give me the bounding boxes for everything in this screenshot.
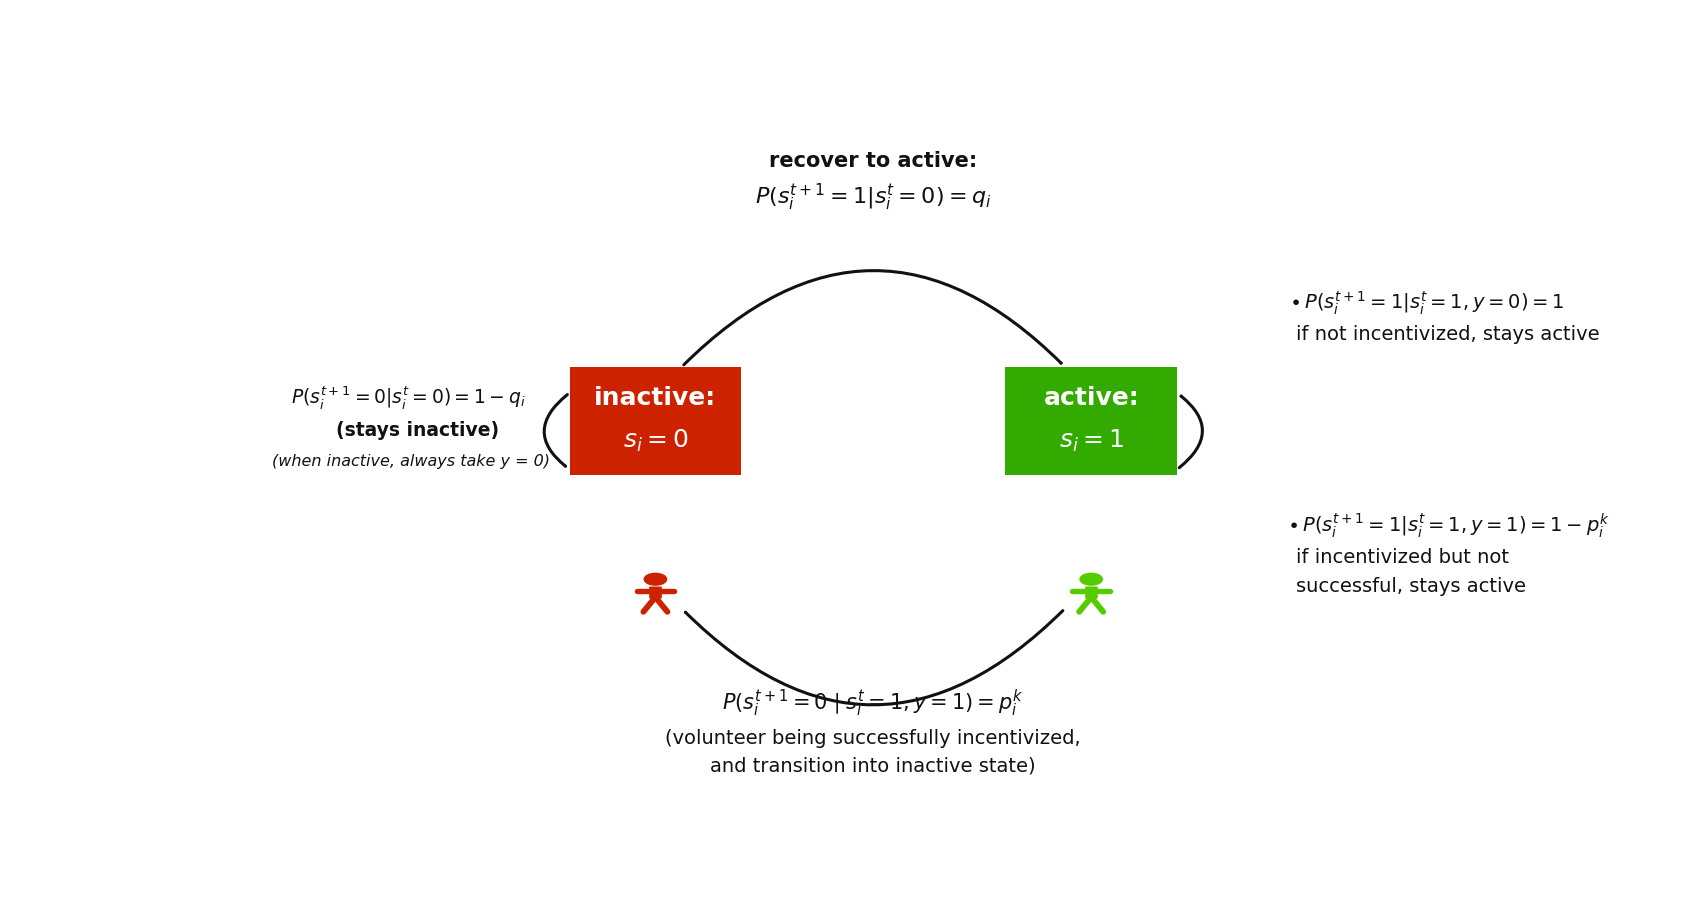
Text: if incentivized but not: if incentivized but not [1297, 547, 1510, 566]
FancyBboxPatch shape [1005, 368, 1177, 475]
Text: successful, stays active: successful, stays active [1297, 576, 1525, 595]
FancyBboxPatch shape [569, 368, 741, 475]
Text: $P(s_i^{t+1} = 0 \mid s_i^t = 1, y = 1) = p_i^k$: $P(s_i^{t+1} = 0 \mid s_i^t = 1, y = 1) … [722, 687, 1024, 719]
FancyArrowPatch shape [1179, 396, 1203, 469]
FancyArrowPatch shape [683, 271, 1062, 366]
Text: $\bullet\, P(s_i^{t+1} = 1 | s_i^t = 1, y = 1) = 1 - p_i^k$: $\bullet\, P(s_i^{t+1} = 1 | s_i^t = 1, … [1287, 511, 1609, 540]
Text: inactive:: inactive: [595, 386, 716, 410]
Text: $\bullet\, P(s_i^{t+1} = 1 | s_i^t = 1, y = 0) = 1$: $\bullet\, P(s_i^{t+1} = 1 | s_i^t = 1, … [1290, 289, 1564, 317]
Text: if not incentivized, stays active: if not incentivized, stays active [1297, 325, 1600, 344]
Text: (volunteer being successfully incentivized,: (volunteer being successfully incentiviz… [666, 728, 1080, 747]
FancyArrowPatch shape [544, 396, 567, 467]
Text: $P(s_i^{t+1} = 0 | s_i^t = 0) = 1 - q_i$: $P(s_i^{t+1} = 0 | s_i^t = 0) = 1 - q_i$ [291, 384, 527, 410]
Text: (when inactive, always take y = 0): (when inactive, always take y = 0) [273, 453, 550, 469]
Text: (stays inactive): (stays inactive) [336, 420, 499, 439]
Text: $s_i = 1$: $s_i = 1$ [1058, 427, 1123, 453]
Text: recover to active:: recover to active: [769, 151, 978, 171]
Circle shape [644, 573, 666, 585]
Text: $P(s_i^{t+1} = 1 | s_i^t = 0) = q_i$: $P(s_i^{t+1} = 1 | s_i^t = 0) = q_i$ [755, 182, 992, 213]
Text: active:: active: [1043, 386, 1138, 410]
FancyArrowPatch shape [685, 611, 1063, 705]
Circle shape [1080, 573, 1102, 585]
Text: $s_i = 0$: $s_i = 0$ [622, 427, 688, 453]
Text: and transition into inactive state): and transition into inactive state) [711, 756, 1036, 775]
